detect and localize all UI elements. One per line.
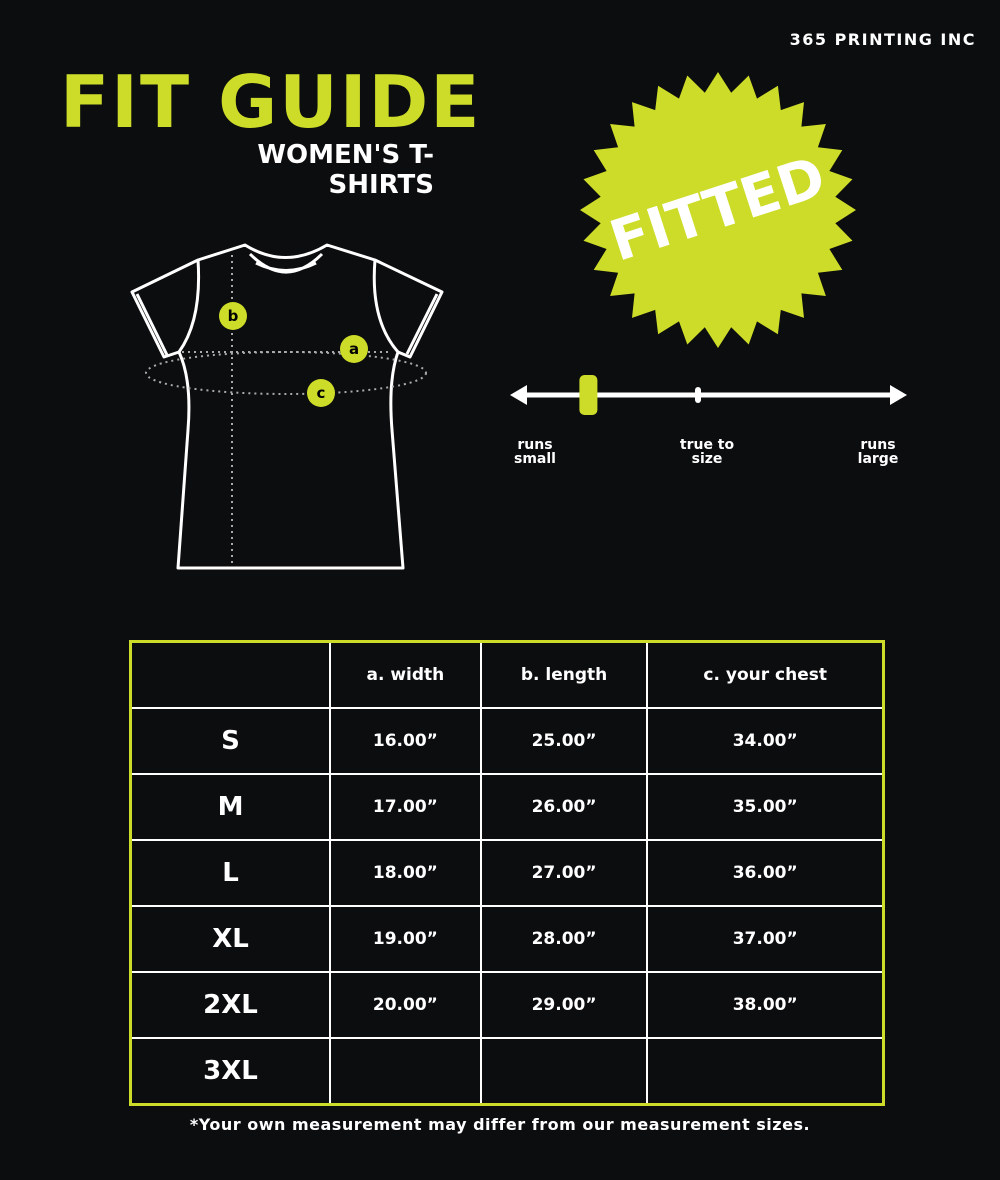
table-row: L 18.00” 27.00” 36.00” [130, 839, 884, 907]
fit-scale [510, 375, 907, 415]
size-label: 2XL [130, 971, 331, 1039]
fit-marker [579, 375, 598, 415]
table-row: M 17.00” 26.00” 35.00” [130, 773, 884, 841]
table-cell [479, 1037, 649, 1105]
starburst-icon [580, 72, 856, 348]
label-runs-small: runs small [514, 437, 556, 467]
table-row: 2XL 20.00” 29.00” 38.00” [130, 971, 884, 1039]
table-cell: 27.00” [479, 839, 649, 907]
table-cell: 16.00” [329, 707, 482, 775]
table-cell: 20.00” [329, 971, 482, 1039]
svg-text:b: b [228, 307, 239, 325]
table-cell: 25.00” [479, 707, 649, 775]
column-header: a. width [329, 641, 482, 709]
table-cell: 19.00” [329, 905, 482, 973]
table-cell: 17.00” [329, 773, 482, 841]
table-cell: 26.00” [479, 773, 649, 841]
column-header: c. your chest [646, 641, 884, 709]
table-cell: 38.00” [646, 971, 884, 1039]
label-runs-large: runs large [857, 437, 899, 467]
page-title: FIT GUIDE [60, 60, 482, 144]
table-cell: 34.00” [646, 707, 884, 775]
size-table: a. width b. length c. your chest S 16.00” 25.… [129, 640, 885, 1106]
table-cell [329, 1037, 482, 1105]
tshirt-diagram: b a c [130, 243, 444, 570]
svg-text:a: a [349, 340, 359, 358]
table-row: S 16.00” 25.00” 34.00” [130, 707, 884, 775]
page-subtitle: WOMEN'S T-SHIRTS [257, 140, 434, 200]
size-label: 3XL [130, 1037, 331, 1105]
svg-text:c: c [317, 384, 326, 402]
table-cell: 36.00” [646, 839, 884, 907]
marker-c: c [307, 379, 335, 407]
footnote: *Your own measurement may differ from ou… [189, 1115, 811, 1134]
marker-a: a [340, 335, 368, 363]
column-header: b. length [479, 641, 649, 709]
table-header-row: a. width b. length c. your chest [130, 641, 884, 709]
table-row: XL 19.00” 28.00” 37.00” [130, 905, 884, 973]
table-cell: 28.00” [479, 905, 649, 973]
brand-name: 365 PRINTING INC [789, 30, 976, 49]
marker-b: b [219, 302, 247, 330]
fitted-badge: FITTED [580, 72, 856, 348]
table-cell: 18.00” [329, 839, 482, 907]
column-header [130, 641, 331, 709]
table-row: 3XL [130, 1037, 884, 1105]
table-cell: 29.00” [479, 971, 649, 1039]
label-true-to-size: true to size [679, 437, 735, 467]
size-label: L [130, 839, 331, 907]
size-label: M [130, 773, 331, 841]
table-cell: 37.00” [646, 905, 884, 973]
size-label: XL [130, 905, 331, 973]
size-label: S [130, 707, 331, 775]
table-cell: 35.00” [646, 773, 884, 841]
table-cell [646, 1037, 884, 1105]
